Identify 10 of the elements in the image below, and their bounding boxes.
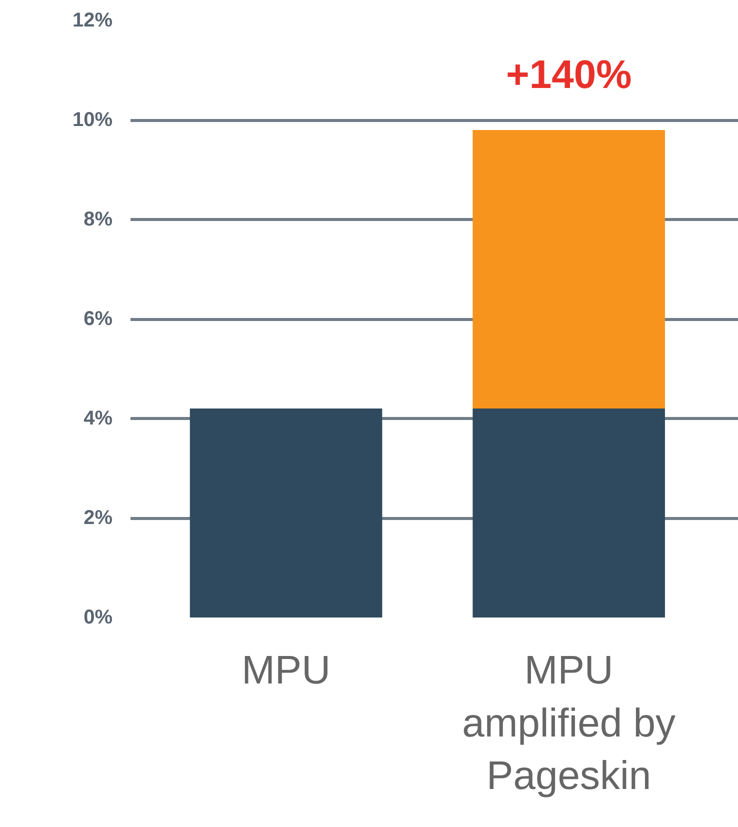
- y-tick-label: 6%: [84, 308, 113, 330]
- x-tick-label: MPU: [242, 648, 330, 692]
- y-tick-label: 0%: [84, 606, 113, 628]
- y-tick-label: 12%: [72, 10, 113, 32]
- x-tick-label: MPU amplified by Pageskin: [462, 648, 676, 798]
- y-tick-label: 2%: [84, 507, 113, 529]
- y-tick-label: 8%: [84, 208, 113, 230]
- y-tick-label: 4%: [84, 408, 113, 430]
- y-tick-label: 10%: [72, 109, 113, 131]
- annotation: +140%: [506, 53, 632, 98]
